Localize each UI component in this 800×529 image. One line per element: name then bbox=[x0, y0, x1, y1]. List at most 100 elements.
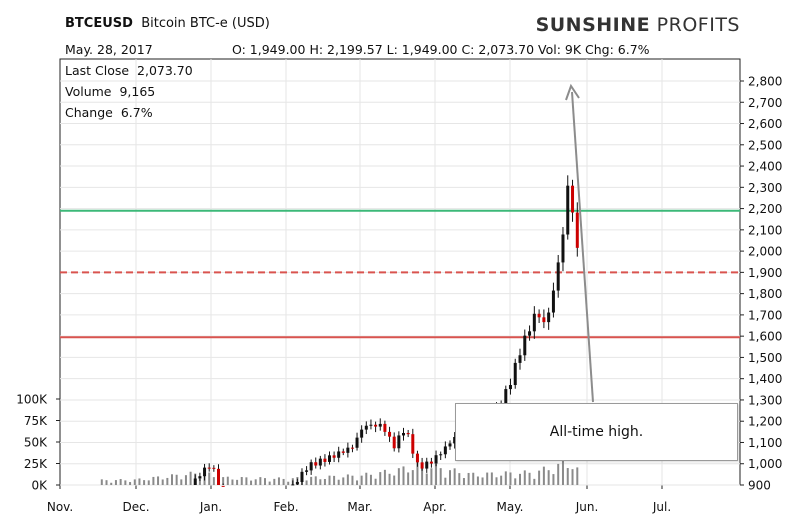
candle-body bbox=[309, 462, 313, 471]
candle-body bbox=[551, 290, 555, 313]
volume-bar bbox=[402, 466, 405, 485]
annotation-callout: All-time high. bbox=[455, 403, 738, 461]
volume-bar bbox=[542, 466, 545, 485]
volume-bar bbox=[287, 481, 290, 485]
candle-body bbox=[566, 185, 570, 235]
candle-body bbox=[388, 431, 392, 437]
change-value: 6.7% bbox=[120, 105, 153, 120]
volume-bar bbox=[110, 482, 113, 485]
candle-body bbox=[350, 447, 354, 449]
volume-bar bbox=[407, 472, 410, 485]
volume-bar bbox=[328, 475, 331, 485]
candle-body bbox=[556, 262, 560, 291]
candle-body bbox=[323, 458, 327, 462]
volume-bar bbox=[514, 478, 517, 485]
candle-body bbox=[392, 436, 396, 449]
y-tick-label: 1,500 bbox=[748, 351, 782, 365]
volume-label: Volume bbox=[65, 84, 112, 99]
candle-body bbox=[411, 434, 415, 454]
volume-bar bbox=[458, 473, 461, 485]
volume-bar bbox=[351, 475, 354, 485]
volume-bar bbox=[504, 471, 507, 485]
volume-bar bbox=[129, 482, 132, 485]
x-tick-label: Mar. bbox=[347, 500, 372, 514]
y-tick-label: 2,100 bbox=[748, 223, 782, 237]
volume-bar bbox=[240, 477, 243, 485]
vol-tick-label: 75K bbox=[24, 414, 48, 428]
candle-body bbox=[374, 424, 378, 427]
volume-bar bbox=[314, 476, 317, 485]
volume-bar bbox=[490, 472, 493, 485]
candle-body bbox=[453, 437, 457, 444]
y-tick-label: 2,300 bbox=[748, 181, 782, 195]
volume-bar bbox=[133, 479, 136, 485]
volume-bar bbox=[198, 479, 201, 485]
candle-body bbox=[547, 312, 551, 323]
annotation-text: All-time high. bbox=[549, 424, 644, 440]
volume-bar bbox=[576, 467, 579, 485]
volume-bar bbox=[528, 472, 531, 485]
volume-bar bbox=[100, 479, 103, 485]
x-tick-label: May. bbox=[497, 500, 524, 514]
volume-bar bbox=[231, 479, 234, 485]
candle-body bbox=[518, 355, 522, 363]
y-tick-label: 900 bbox=[748, 479, 771, 493]
volume-bar bbox=[208, 472, 211, 485]
instrument-name: Bitcoin BTC-e (USD) bbox=[141, 16, 270, 31]
y-tick-label: 1,000 bbox=[748, 457, 782, 471]
x-tick-label: Apr. bbox=[423, 500, 446, 514]
candle-body bbox=[305, 470, 309, 472]
y-tick-label: 2,700 bbox=[748, 96, 782, 110]
volume-bar bbox=[411, 470, 414, 485]
volume-bar bbox=[189, 471, 192, 485]
candle-body bbox=[337, 451, 341, 458]
vol-tick-label: 0K bbox=[31, 479, 48, 493]
volume-bar bbox=[523, 470, 526, 485]
candle-body bbox=[328, 455, 332, 462]
volume-bar bbox=[171, 474, 173, 485]
candle-body bbox=[575, 212, 579, 248]
x-tick-label: Nov. bbox=[47, 500, 73, 514]
volume-bar bbox=[147, 480, 150, 485]
candle-body bbox=[318, 458, 322, 466]
y-tick-label: 2,000 bbox=[748, 245, 782, 259]
volume-value: 9,165 bbox=[119, 84, 156, 99]
volume-bar bbox=[444, 477, 447, 485]
volume-bar bbox=[369, 474, 372, 485]
volume-row: Volume 9,165 bbox=[65, 84, 155, 99]
volume-bar bbox=[476, 476, 479, 485]
candle-body bbox=[360, 429, 364, 438]
y-tick-label: 1,800 bbox=[748, 287, 782, 301]
volume-bar bbox=[481, 477, 484, 485]
candle-body bbox=[415, 453, 419, 463]
annotation-arrow-line bbox=[571, 91, 594, 403]
candle-body bbox=[332, 455, 336, 458]
x-tick-label: Jul. bbox=[652, 500, 671, 514]
volume-bar bbox=[342, 477, 345, 485]
candle-body bbox=[383, 423, 387, 432]
volume-bar bbox=[105, 480, 108, 485]
change-label: Change bbox=[65, 105, 113, 120]
volume-bar bbox=[495, 477, 498, 485]
volume-bar bbox=[356, 480, 359, 485]
volume-bar bbox=[273, 478, 276, 485]
volume-bar bbox=[416, 461, 419, 485]
volume-bar bbox=[533, 478, 536, 485]
volume-bar bbox=[180, 479, 183, 485]
candle-body bbox=[425, 461, 429, 469]
volume-bar bbox=[388, 473, 391, 485]
volume-bar bbox=[557, 463, 560, 485]
candle-body bbox=[221, 485, 225, 487]
ohlc-readout: O: 1,949.00 H: 2,199.57 L: 1,949.00 C: 2… bbox=[232, 42, 650, 57]
volume-bar bbox=[552, 474, 555, 485]
candle-body bbox=[504, 389, 508, 407]
vol-tick-label: 25K bbox=[24, 457, 48, 471]
brand-bold: SUNSHINE bbox=[535, 14, 651, 36]
volume-bar bbox=[425, 473, 428, 485]
volume-bar bbox=[323, 478, 326, 485]
volume-bar bbox=[430, 468, 433, 485]
brand-thin: PROFITS bbox=[656, 14, 740, 36]
candle-body bbox=[369, 424, 373, 426]
candle-body bbox=[295, 482, 299, 485]
